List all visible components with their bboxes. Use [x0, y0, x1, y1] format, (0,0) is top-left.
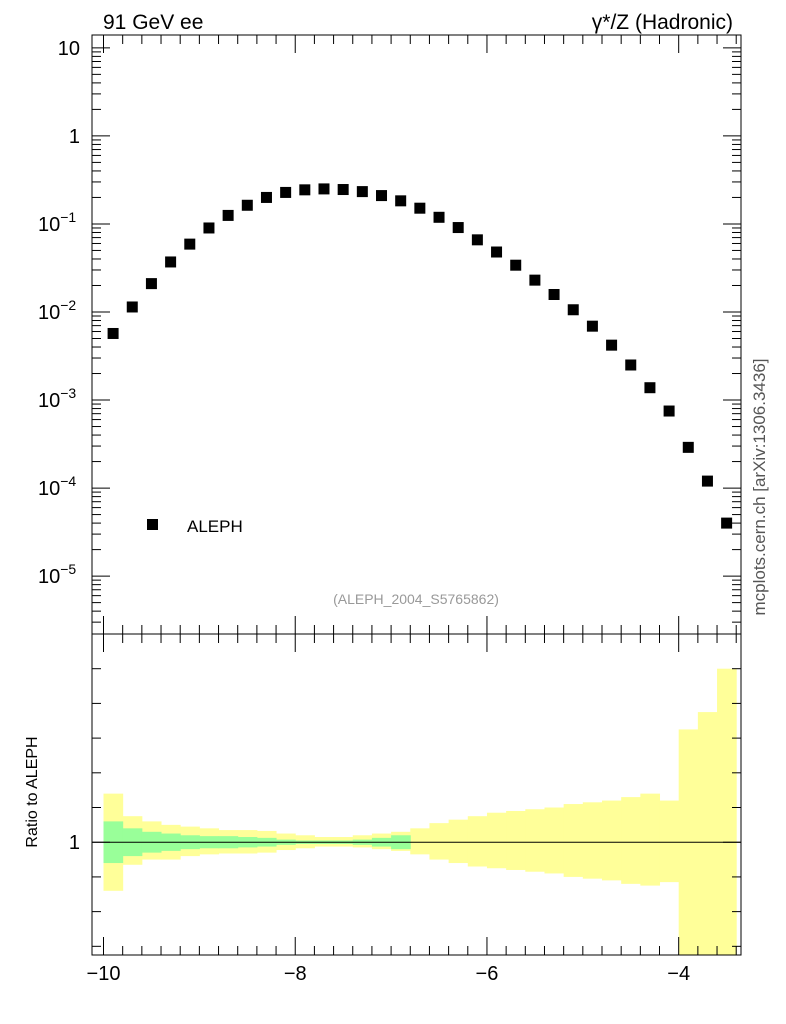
outer-band-bin [544, 807, 565, 874]
data-point [145, 278, 157, 290]
data-point [414, 202, 426, 214]
data-point [510, 259, 522, 271]
main-plot-frame [91, 34, 742, 635]
outer-band-bin [563, 804, 584, 877]
outer-band-bin [659, 800, 680, 883]
data-point [318, 183, 330, 195]
left-title: 91 GeV ee [103, 11, 203, 34]
outer-band-bin [601, 800, 622, 881]
main-y-tick-label: 10−3 [38, 385, 76, 412]
data-point [260, 191, 272, 203]
data-point [241, 199, 253, 211]
data-points [107, 183, 733, 529]
outer-band-bin [467, 816, 488, 867]
main-y-tick-label: 10−5 [38, 561, 76, 588]
data-point [721, 517, 733, 529]
x-tick-label: −8 [284, 963, 307, 985]
main-y-tick-label: 10 [58, 38, 80, 60]
data-point [203, 222, 215, 234]
outer-band-bin [506, 810, 526, 870]
data-point [433, 211, 445, 223]
main-y-tick-label: 10−2 [38, 297, 76, 324]
data-point [491, 246, 503, 258]
ratio-bands [92, 668, 741, 955]
data-point [682, 441, 694, 453]
data-point [222, 209, 234, 221]
data-point [299, 184, 311, 196]
data-point [529, 274, 541, 286]
data-point [644, 382, 656, 394]
data-point [280, 186, 292, 198]
legend-label: ALEPH [187, 517, 243, 536]
data-point [548, 288, 560, 300]
outer-band-bin [486, 812, 507, 869]
x-tick-label: −6 [476, 963, 499, 985]
analysis-ref-tag: (ALEPH_2004_S5765862) [333, 591, 499, 607]
axis-ticks [92, 35, 741, 955]
data-point [625, 359, 637, 371]
main-y-tick-label: 10−1 [38, 209, 76, 236]
ratio-y-tick-label: 1 [69, 832, 80, 854]
outer-band-bin [697, 712, 718, 955]
tick-labels: 10 1 10−1 10−2 10−3 10−4 10−5 1 −10 −8 −6 −4 [38, 38, 690, 985]
data-point [395, 195, 407, 207]
outer-band-bin [621, 797, 641, 884]
ratio-y-axis-label: Ratio to ALEPH [24, 736, 41, 847]
data-point [126, 301, 138, 313]
data-point [165, 256, 177, 268]
outer-band-bin [717, 668, 737, 955]
data-point [107, 327, 119, 339]
outer-band-bin [640, 793, 661, 886]
data-point [184, 238, 196, 250]
data-point [567, 304, 579, 316]
outer-band-bin [410, 828, 430, 855]
data-point [701, 475, 713, 487]
data-point [586, 320, 598, 332]
main-y-tick-label: 10−4 [38, 473, 76, 500]
data-point [471, 234, 483, 246]
outer-band-bin [448, 819, 469, 864]
ratio-plot-frame [91, 633, 742, 956]
mcplots-side-label: mcplots.cern.ch [arXiv:1306.3436] [750, 358, 769, 615]
outer-band-bin [429, 823, 450, 860]
data-point [452, 222, 464, 234]
data-point [337, 184, 349, 196]
x-tick-label: −4 [667, 963, 690, 985]
outer-band-bin [525, 809, 545, 872]
data-point [663, 405, 675, 417]
outer-band-bin [582, 802, 603, 879]
data-point [606, 339, 618, 351]
data-point [356, 186, 368, 198]
x-tick-label: −10 [87, 963, 121, 985]
main-y-tick-label: 1 [69, 126, 80, 148]
right-title: γ*/Z (Hadronic) [592, 11, 733, 34]
data-point [376, 190, 388, 202]
legend-marker [147, 519, 158, 530]
